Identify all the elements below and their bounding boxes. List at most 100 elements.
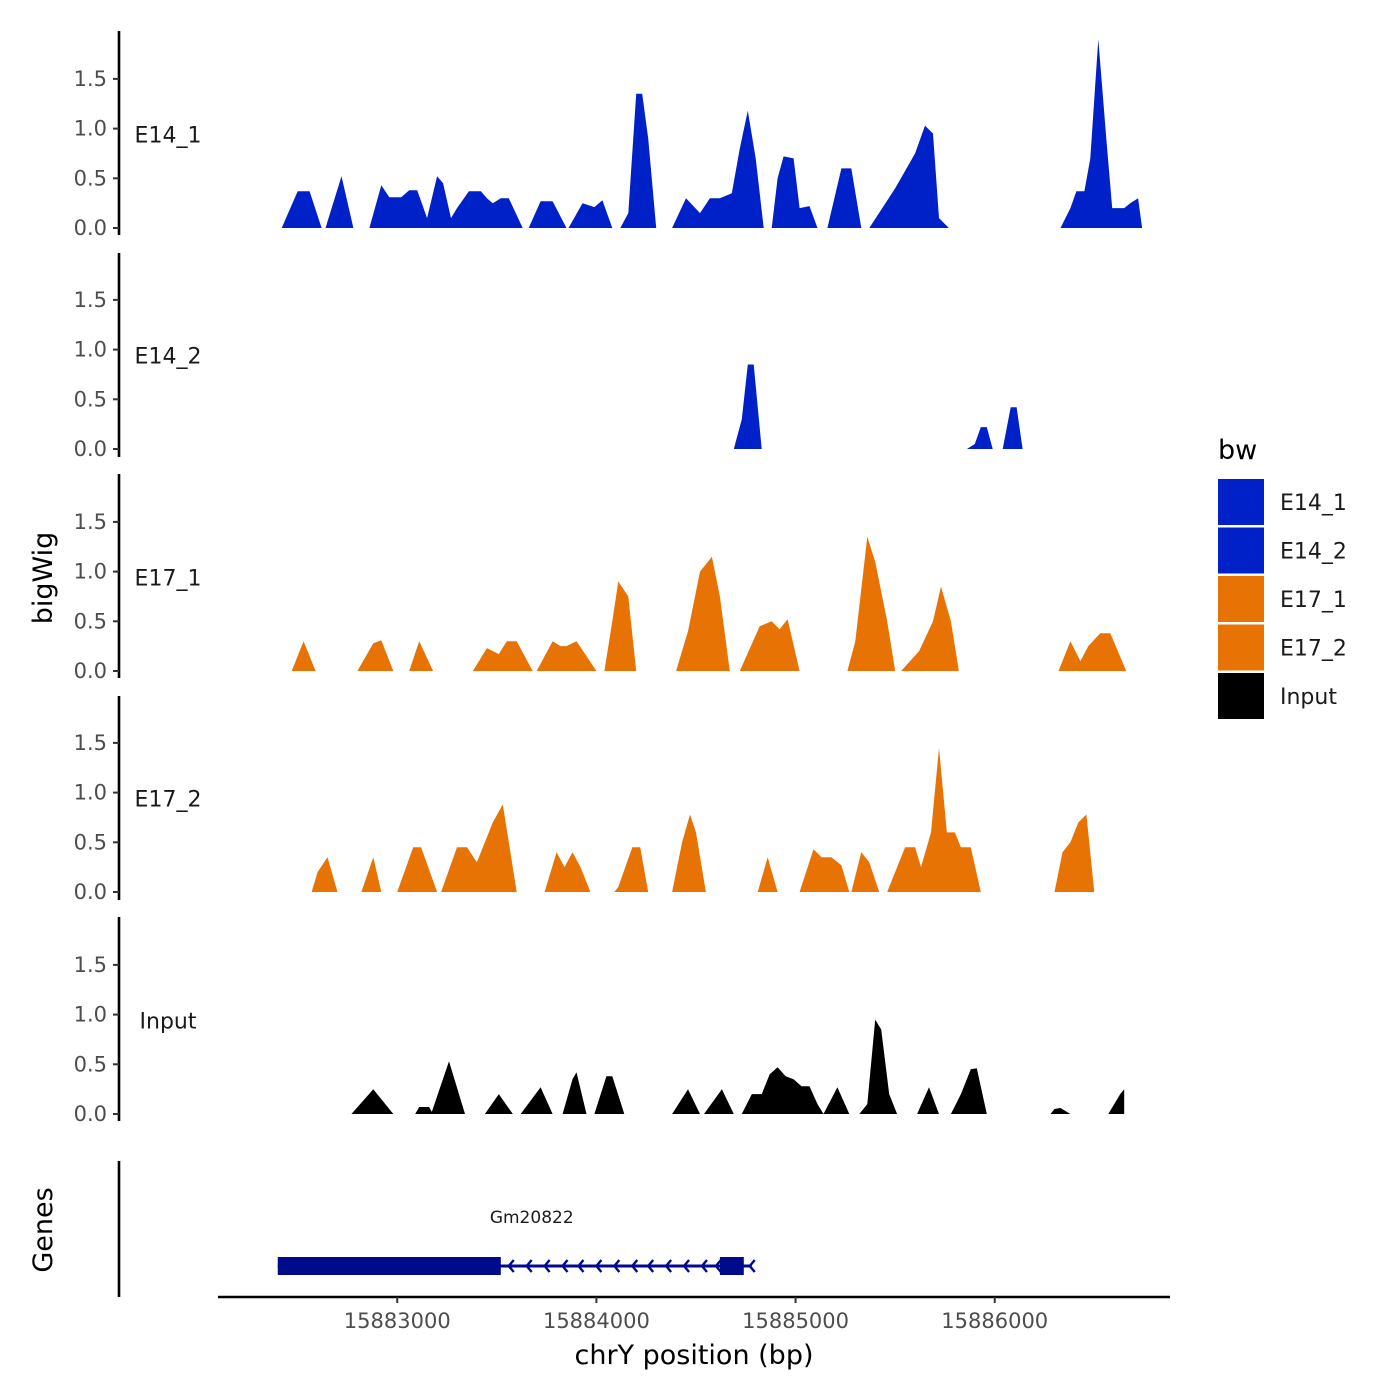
- track-E14_1: 0.0 0.5 1.0 1.5 E14_1: [74, 31, 1143, 240]
- peak-E17_1: [536, 641, 597, 671]
- y-tick-label: 0.5: [74, 1052, 107, 1076]
- peak-E14_1: [1060, 39, 1143, 228]
- strand-arrow: [507, 1259, 515, 1273]
- y-tick-label: 0.0: [74, 216, 107, 240]
- peak-E14_1: [528, 201, 567, 228]
- gene-exon: [719, 1257, 744, 1275]
- y-tick-label: 0.5: [74, 387, 107, 411]
- peak-Input: [917, 1087, 939, 1114]
- peak-E17_1: [739, 619, 800, 671]
- legend-label: E17_2: [1280, 637, 1347, 662]
- strand-arrow: [700, 1259, 708, 1273]
- peak-Input: [704, 1089, 734, 1114]
- y-tick-label: 1.5: [74, 731, 107, 755]
- y-tick-label: 0.5: [74, 609, 107, 633]
- genes-axis-title: Genes: [28, 1187, 59, 1272]
- x-axis-title: chrY position (bp): [574, 1340, 813, 1371]
- peak-Input: [950, 1068, 987, 1114]
- peak-E17_2: [441, 804, 517, 892]
- y-tick-label: 0.5: [74, 166, 107, 190]
- x-tick-label: 15883000: [344, 1309, 451, 1333]
- peak-E17_2: [614, 847, 649, 892]
- peak-E17_1: [604, 581, 637, 671]
- track-label: E17_2: [135, 788, 202, 813]
- legend-swatch-E14_2: [1218, 527, 1264, 574]
- peak-Input: [520, 1087, 553, 1114]
- peak-E17_2: [672, 814, 706, 892]
- peak-E17_1: [676, 556, 730, 671]
- peak-Input: [1050, 1108, 1071, 1114]
- y-tick-label: 0.0: [74, 659, 107, 683]
- peak-E17_2: [757, 857, 778, 892]
- strand-arrow: [748, 1259, 756, 1273]
- peak-E17_2: [397, 847, 438, 892]
- peak-E17_2: [311, 857, 338, 892]
- y-tick-label: 1.5: [74, 510, 107, 534]
- strand-arrow: [543, 1259, 551, 1273]
- legend-label: E17_1: [1280, 588, 1347, 613]
- legend-swatch-E17_2: [1218, 624, 1264, 671]
- track-label: Input: [140, 1010, 197, 1035]
- strand-arrow: [630, 1259, 639, 1273]
- peak-E14_1: [827, 168, 862, 228]
- strand-arrow: [594, 1259, 603, 1273]
- strand-arrow: [714, 1259, 722, 1273]
- peak-Input: [741, 1067, 824, 1114]
- peak-E17_2: [544, 852, 591, 892]
- peak-E17_2: [361, 857, 382, 892]
- peak-Input: [415, 1107, 434, 1114]
- peak-Input: [823, 1087, 850, 1114]
- y-axis-title: bigWig: [28, 532, 59, 625]
- x-tick-label: 15884000: [543, 1309, 650, 1333]
- track-E14_2: 0.0 0.5 1.0 1.5 E14_2: [74, 253, 1023, 461]
- y-tick-label: 1.5: [74, 67, 107, 91]
- strand-arrow: [525, 1259, 533, 1273]
- legend-label: Input: [1280, 685, 1337, 710]
- peak-E14_1: [369, 176, 523, 228]
- peak-E17_2: [799, 849, 850, 892]
- strand-arrow: [612, 1259, 621, 1273]
- peak-E17_2: [1054, 814, 1095, 892]
- peak-Input: [594, 1076, 625, 1114]
- track-E17_1: 0.0 0.5 1.0 1.5 E17_1: [74, 474, 1127, 683]
- peak-E14_1: [325, 176, 354, 228]
- gene-exon: [277, 1257, 501, 1275]
- peak-E17_1: [847, 536, 896, 671]
- peak-E14_1: [771, 156, 818, 228]
- y-tick-label: 1.0: [74, 560, 107, 584]
- strand-arrow: [560, 1259, 569, 1273]
- y-tick-label: 1.5: [74, 953, 107, 977]
- peak-E17_1: [472, 641, 533, 671]
- track-E17_2: 0.0 0.5 1.0 1.5 E17_2: [74, 696, 1095, 904]
- y-tick-label: 1.0: [74, 781, 107, 805]
- genes-panel: Gm20822: [117, 1161, 756, 1297]
- strand-arrow: [682, 1259, 690, 1273]
- y-tick-label: 0.0: [74, 437, 107, 461]
- peak-E14_1: [281, 191, 322, 228]
- x-axis: 15883000 15884000 15885000 15886000: [218, 1295, 1170, 1333]
- strand-arrow: [664, 1259, 673, 1273]
- x-tick-label: 15885000: [742, 1309, 849, 1333]
- gene-Gm20822: Gm20822: [277, 1208, 756, 1275]
- y-tick-label: 1.0: [74, 1003, 107, 1027]
- peak-E14_2: [733, 364, 762, 449]
- gene-label: Gm20822: [490, 1208, 574, 1228]
- peak-E17_1: [1058, 633, 1127, 671]
- peak-E17_1: [291, 641, 316, 671]
- y-tick-label: 0.0: [74, 880, 107, 904]
- peak-E17_2: [887, 747, 981, 892]
- peak-E14_1: [620, 93, 657, 228]
- peak-Input: [431, 1061, 465, 1114]
- peak-E14_2: [966, 427, 993, 449]
- peak-Input: [1108, 1089, 1125, 1114]
- y-tick-label: 1.5: [74, 288, 107, 312]
- legend-label: E14_2: [1280, 540, 1347, 565]
- track-label: E14_2: [135, 345, 202, 370]
- peak-E17_1: [901, 586, 959, 671]
- peak-E14_1: [672, 110, 764, 228]
- strand-arrow: [576, 1259, 585, 1273]
- y-tick-label: 0.0: [74, 1102, 107, 1126]
- y-tick-label: 1.0: [74, 117, 107, 141]
- peak-E17_2: [851, 852, 880, 892]
